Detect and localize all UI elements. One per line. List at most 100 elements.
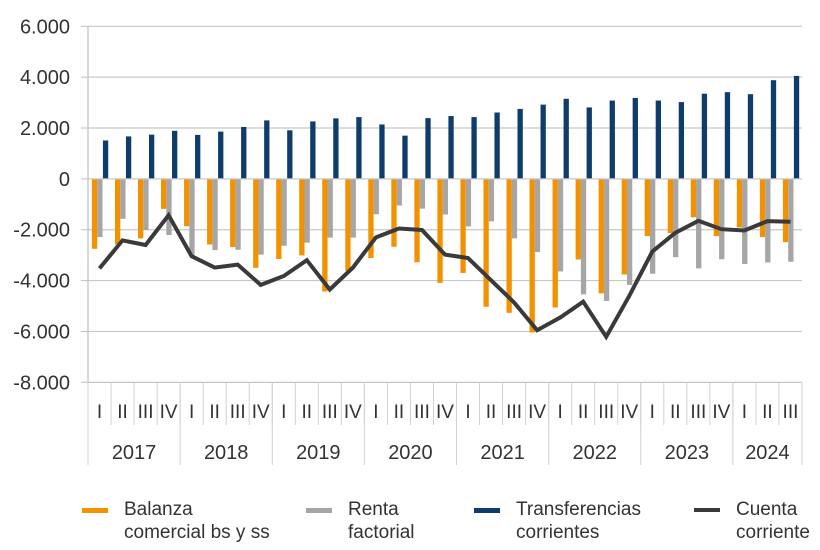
legend-label-renta: Renta factorial xyxy=(348,499,415,543)
balanza-comercial-bar xyxy=(345,178,351,271)
transferencias-corrientes-bar xyxy=(724,92,731,179)
year-label: 2020 xyxy=(388,442,433,464)
renta-factorial-bar xyxy=(120,178,126,219)
year-label: 2022 xyxy=(572,442,617,464)
balanza-comercial-bar xyxy=(137,178,144,239)
balanza-comercial-bar xyxy=(690,178,697,218)
transferencias-corrientes-bar xyxy=(102,140,109,179)
balanza-comercial-bar xyxy=(667,178,674,234)
transferencias-corrientes-bar xyxy=(218,131,224,179)
gridlines xyxy=(88,25,802,333)
balanza-comercial-bar xyxy=(91,178,98,249)
renta-factorial-bar xyxy=(258,178,264,255)
renta-factorial-bar xyxy=(465,178,472,227)
quarter-label: IV xyxy=(252,402,270,423)
balanza-comercial-bar xyxy=(713,178,720,237)
quarter-label: IV xyxy=(620,402,638,423)
quarter-label: IV xyxy=(712,402,730,423)
renta-factorial-bar xyxy=(350,178,356,238)
transferencias-corrientes-bar xyxy=(655,100,661,179)
transferencias-corrientes-bar xyxy=(494,112,500,179)
y-tick-label: -2.000 xyxy=(13,220,70,242)
balanza-comercial-bar xyxy=(276,178,282,259)
transferencias-corrientes-bar xyxy=(540,104,546,179)
renta-factorial-bar xyxy=(327,178,333,238)
balanza-comercial-bar xyxy=(161,178,167,209)
transferencias-corrientes-bar xyxy=(448,116,454,179)
renta-factorial-bar xyxy=(673,178,679,258)
balanza-comercial-bar xyxy=(322,178,328,292)
quarter-label: III xyxy=(690,402,706,423)
renta-factorial-bar xyxy=(189,178,195,256)
renta-factorial-bar xyxy=(696,178,702,269)
balanza-comercial-bar xyxy=(483,178,489,307)
balanza-comercial-bar xyxy=(552,178,558,308)
legend-label-balanza: Balanza comercial bs y ss xyxy=(124,499,270,543)
transferencias-corrientes-bar xyxy=(148,134,155,179)
legend-label-transferencias: Transferencias corrientes xyxy=(516,499,641,543)
transferencias-corrientes-bar xyxy=(632,98,638,179)
transferencias-corrientes-bar xyxy=(609,100,615,179)
balanza-comercial-bar xyxy=(644,178,650,237)
legend-item-balanza: Balanza comercial bs y ss xyxy=(82,498,270,544)
y-axis-ticks: 6.000 4.000 2.000 0 -2.000 -4.000 -6.000 -8.000 xyxy=(13,16,89,394)
balanza-comercial-bar xyxy=(598,178,604,294)
y-tick-label: 4.000 xyxy=(20,67,70,89)
legend-item-renta: Renta factorial xyxy=(306,498,415,544)
transferencias-corrientes-bar xyxy=(425,118,431,179)
transferencias-corrientes-bar xyxy=(195,134,201,179)
year-label: 2017 xyxy=(112,442,157,464)
renta-factorial-bar xyxy=(488,178,495,222)
renta-factorial-bar xyxy=(373,178,379,215)
quarter-label: II xyxy=(486,402,497,423)
year-label: 2021 xyxy=(480,442,525,464)
quarter-label: III xyxy=(414,402,430,423)
transferencias-corrientes-bar xyxy=(333,118,339,179)
year-label: 2023 xyxy=(665,442,710,464)
balanza-comercial-bar xyxy=(391,178,397,247)
legend-label-cuenta: Cuenta corriente xyxy=(736,499,810,543)
quarter-label: I xyxy=(650,402,655,423)
balanza-comercial-bar xyxy=(621,178,627,275)
balanza-comercial-bar xyxy=(207,178,213,245)
quarter-label: I xyxy=(281,402,286,423)
year-label: 2019 xyxy=(296,442,341,464)
legend-item-cuenta: Cuenta corriente xyxy=(694,498,810,544)
renta-factorial-bar xyxy=(419,178,425,209)
quarter-label: IV xyxy=(436,402,454,423)
renta-factorial-bar xyxy=(511,178,518,239)
y-tick-label: -4.000 xyxy=(13,271,70,293)
transferencias-corrientes-bar xyxy=(678,102,685,179)
transferencias-corrientes-bar xyxy=(517,108,523,179)
transferencias-corrientes-bar xyxy=(793,75,800,179)
renta-factorial-bar xyxy=(788,178,794,262)
renta-factorial-bar xyxy=(304,178,310,243)
balanza-comercial-bar xyxy=(529,178,535,333)
balanza-comercial-bar xyxy=(782,178,789,243)
quarter-label: I xyxy=(189,402,194,423)
legend-swatch-transferencias xyxy=(474,508,500,513)
transferencias-corrientes-bar xyxy=(747,94,754,179)
y-tick-label: 0 xyxy=(59,169,70,191)
quarter-label: II xyxy=(117,402,128,423)
quarter-label: I xyxy=(558,402,563,423)
x-axis: I II III IV I II III IV I II III IV I II III IV I II III IV… xyxy=(87,381,803,465)
transferencias-corrientes-bar xyxy=(287,130,293,179)
quarter-label: IV xyxy=(160,402,178,423)
renta-factorial-bar xyxy=(557,178,564,272)
quarter-label: II xyxy=(394,402,405,423)
transferencias-corrientes-bar xyxy=(379,124,385,179)
quarter-label: II xyxy=(302,402,313,423)
quarter-label: II xyxy=(578,402,589,423)
balanza-comercial-bar xyxy=(368,178,374,258)
transferencias-corrientes-bar xyxy=(701,93,708,179)
renta-factorial-bar xyxy=(719,178,725,260)
y-tick-label: -8.000 xyxy=(13,372,70,394)
transferencias-corrientes-bar xyxy=(310,121,316,179)
transferencias-corrientes-bar xyxy=(586,107,592,179)
renta-factorial-bar xyxy=(534,178,541,253)
quarter-label: III xyxy=(598,402,614,423)
renta-factorial-bar xyxy=(97,178,103,238)
renta-factorial-bar xyxy=(442,178,448,215)
balanza-comercial-bar xyxy=(506,178,512,313)
